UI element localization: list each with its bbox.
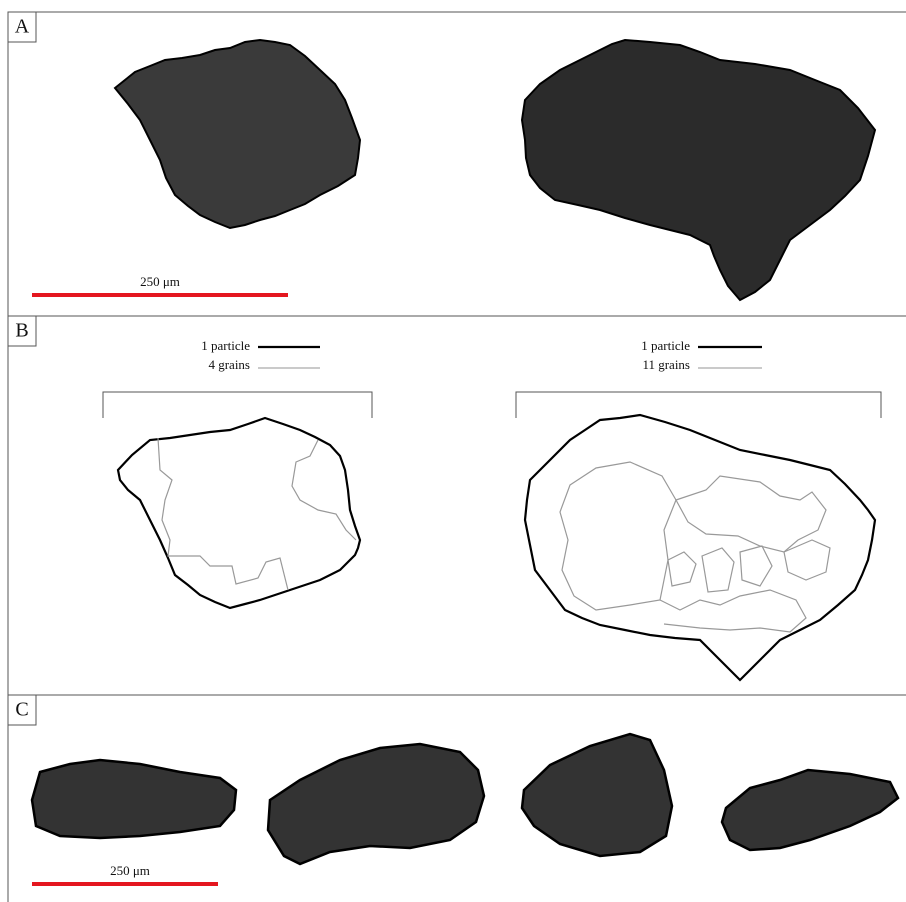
legend-label: 1 particle [641,338,690,353]
scale-label: 250 μm [110,863,150,878]
particle-outline [525,415,875,680]
panel-label: B [15,320,28,342]
panel-a: A 250 μm [8,12,875,300]
legend-label: 11 grains [642,357,690,372]
particle-outline [118,418,360,608]
particle [722,770,898,850]
legend-label: 4 grains [208,357,250,372]
panel-label: C [15,699,28,721]
bracket [516,392,881,418]
bracket [103,392,372,418]
particle [522,40,875,300]
scale-label: 250 μm [140,274,180,289]
particle [32,760,236,838]
figure: A 250 μm B 1 particle 4 grains 1 particl… [0,0,906,902]
particle [115,40,360,228]
particle [268,744,484,864]
particle [522,734,672,856]
panel-label: A [15,16,30,38]
panel-b: B 1 particle 4 grains 1 particle 11 grai… [8,316,881,680]
panel-c: C 250 μm [8,695,898,884]
legend-label: 1 particle [201,338,250,353]
